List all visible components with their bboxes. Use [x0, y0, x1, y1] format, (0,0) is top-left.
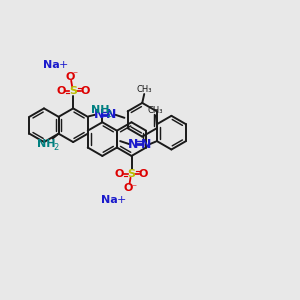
- Text: S: S: [128, 169, 136, 179]
- Text: NH: NH: [38, 139, 56, 148]
- Text: O: O: [57, 85, 66, 96]
- Text: CH₃: CH₃: [136, 85, 152, 94]
- Text: O: O: [124, 183, 133, 193]
- Text: ⁻: ⁻: [73, 71, 78, 81]
- Text: N: N: [106, 108, 117, 121]
- Text: 2: 2: [106, 110, 112, 119]
- Text: S: S: [69, 85, 77, 96]
- Text: N: N: [141, 138, 151, 151]
- Text: +: +: [58, 60, 68, 70]
- Text: O: O: [65, 72, 75, 82]
- Text: N: N: [128, 138, 138, 151]
- Text: O: O: [139, 169, 148, 179]
- Text: CH₃: CH₃: [147, 106, 163, 115]
- Text: NH: NH: [91, 105, 110, 116]
- Text: N: N: [94, 108, 104, 121]
- Text: O: O: [80, 85, 90, 96]
- Text: 2: 2: [53, 143, 58, 152]
- Text: O: O: [115, 169, 124, 179]
- Text: Na: Na: [43, 60, 60, 70]
- Text: +: +: [117, 194, 126, 205]
- Text: ⁻: ⁻: [131, 184, 136, 194]
- Text: Na: Na: [101, 194, 118, 205]
